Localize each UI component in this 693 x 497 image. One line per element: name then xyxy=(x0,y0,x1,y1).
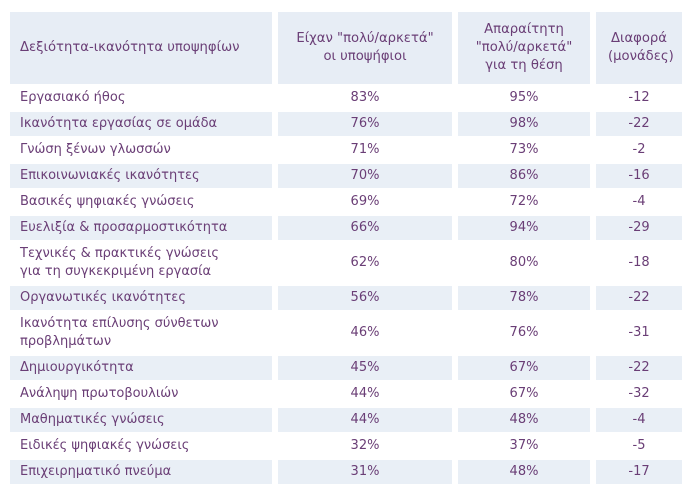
required-cell: 37% xyxy=(452,434,590,458)
required-cell: 86% xyxy=(452,164,590,188)
difference-cell: -22 xyxy=(590,286,682,310)
required-cell: 94% xyxy=(452,216,590,240)
table-row: Επικοινωνιακές ικανότητες 70% 86% -16 xyxy=(10,164,682,188)
skill-cell: Γνώση ξένων γλωσσών xyxy=(20,142,171,157)
difference-cell: -4 xyxy=(590,408,682,432)
had-cell: 70% xyxy=(272,164,452,188)
had-cell: 71% xyxy=(272,138,452,162)
required-cell: 78% xyxy=(452,286,590,310)
skill-cell: Δημιουργικότητα xyxy=(10,356,272,380)
table-row: Ανάληψη πρωτοβουλιών 44% 67% -32 xyxy=(10,382,682,406)
difference-cell: -4 xyxy=(590,190,682,214)
had-cell: 32% xyxy=(272,434,452,458)
required-cell: 80% xyxy=(452,242,590,284)
table-row: Γνώση ξένων γλωσσών 71% 73% -2 xyxy=(10,138,682,162)
skill-cell: Επιχειρηματικό πνεύμα xyxy=(10,460,272,484)
header-difference: Διαφορά (μονάδες) xyxy=(590,12,682,84)
table-row: Μαθηματικές γνώσεις 44% 48% -4 xyxy=(10,408,682,432)
table-row: Τεχνικές & πρακτικές γνώσεις για τη συγκ… xyxy=(10,242,682,284)
had-cell: 66% xyxy=(272,216,452,240)
difference-cell: -16 xyxy=(590,164,682,188)
table-header-row: Δεξιότητα-ικανότητα υποψηφίων Είχαν "πολ… xyxy=(10,12,682,84)
difference-cell: -17 xyxy=(590,460,682,484)
skill-cell: Επικοινωνιακές ικανότητες xyxy=(10,164,272,188)
required-cell: 67% xyxy=(452,382,590,406)
required-cell: 67% xyxy=(452,356,590,380)
had-cell: 46% xyxy=(272,312,452,354)
skill-cell: Ειδικές ψηφιακές γνώσεις xyxy=(20,438,190,453)
skill-cell: Ικανότητα επίλυσης σύνθετων προβλημάτων xyxy=(20,316,219,349)
difference-cell: -2 xyxy=(590,138,682,162)
required-cell: 98% xyxy=(452,112,590,136)
had-cell: 76% xyxy=(272,112,452,136)
skill-cell: Τεχνικές & πρακτικές γνώσεις για τη συγκ… xyxy=(20,246,219,279)
skill-cell: Βασικές ψηφιακές γνώσεις xyxy=(20,194,195,209)
required-cell: 72% xyxy=(452,190,590,214)
skill-cell: Μαθηματικές γνώσεις xyxy=(10,408,272,432)
table-body: Εργασιακό ήθος 83% 95% -12 Ικανότητα εργασία… xyxy=(10,86,682,484)
table-row: Εργασιακό ήθος 83% 95% -12 xyxy=(10,86,682,110)
had-cell: 69% xyxy=(272,190,452,214)
header-had: Είχαν "πολύ/αρκετά" οι υποψήφιοι xyxy=(272,12,452,84)
skill-cell: Ανάληψη πρωτοβουλιών xyxy=(20,386,179,401)
required-cell: 95% xyxy=(452,86,590,110)
required-cell: 76% xyxy=(452,312,590,354)
had-cell: 45% xyxy=(272,356,452,380)
skills-table-container: Δεξιότητα-ικανότητα υποψηφίων Είχαν "πολ… xyxy=(10,10,682,486)
difference-cell: -29 xyxy=(590,216,682,240)
had-cell: 44% xyxy=(272,408,452,432)
table-row: Δημιουργικότητα 45% 67% -22 xyxy=(10,356,682,380)
skill-cell: Ικανότητα εργασίας σε ομάδα xyxy=(10,112,272,136)
header-required: Απαραίτητη "πολύ/αρκετά" για τη θέση xyxy=(452,12,590,84)
required-cell: 48% xyxy=(452,460,590,484)
skill-cell: Ευελιξία & προσαρμοστικότητα xyxy=(10,216,272,240)
had-cell: 31% xyxy=(272,460,452,484)
difference-cell: -5 xyxy=(590,434,682,458)
table-row: Ειδικές ψηφιακές γνώσεις 32% 37% -5 xyxy=(10,434,682,458)
table-row: Βασικές ψηφιακές γνώσεις 69% 72% -4 xyxy=(10,190,682,214)
skill-cell: Εργασιακό ήθος xyxy=(20,90,126,105)
difference-cell: -22 xyxy=(590,112,682,136)
difference-cell: -32 xyxy=(590,382,682,406)
had-cell: 44% xyxy=(272,382,452,406)
required-cell: 73% xyxy=(452,138,590,162)
had-cell: 62% xyxy=(272,242,452,284)
had-cell: 83% xyxy=(272,86,452,110)
skill-cell: Οργανωτικές ικανότητες xyxy=(10,286,272,310)
difference-cell: -31 xyxy=(590,312,682,354)
difference-cell: -22 xyxy=(590,356,682,380)
table-row: Ικανότητα επίλυσης σύνθετων προβλημάτων 4… xyxy=(10,312,682,354)
had-cell: 56% xyxy=(272,286,452,310)
required-cell: 48% xyxy=(452,408,590,432)
table-row: Ικανότητα εργασίας σε ομάδα 76% 98% -22 xyxy=(10,112,682,136)
table-row: Ευελιξία & προσαρμοστικότητα 66% 94% -29 xyxy=(10,216,682,240)
difference-cell: -18 xyxy=(590,242,682,284)
skills-gap-table: Δεξιότητα-ικανότητα υποψηφίων Είχαν "πολ… xyxy=(10,10,682,486)
header-skill: Δεξιότητα-ικανότητα υποψηφίων xyxy=(10,12,272,84)
table-row: Επιχειρηματικό πνεύμα 31% 48% -17 xyxy=(10,460,682,484)
table-row: Οργανωτικές ικανότητες 56% 78% -22 xyxy=(10,286,682,310)
difference-cell: -12 xyxy=(590,86,682,110)
